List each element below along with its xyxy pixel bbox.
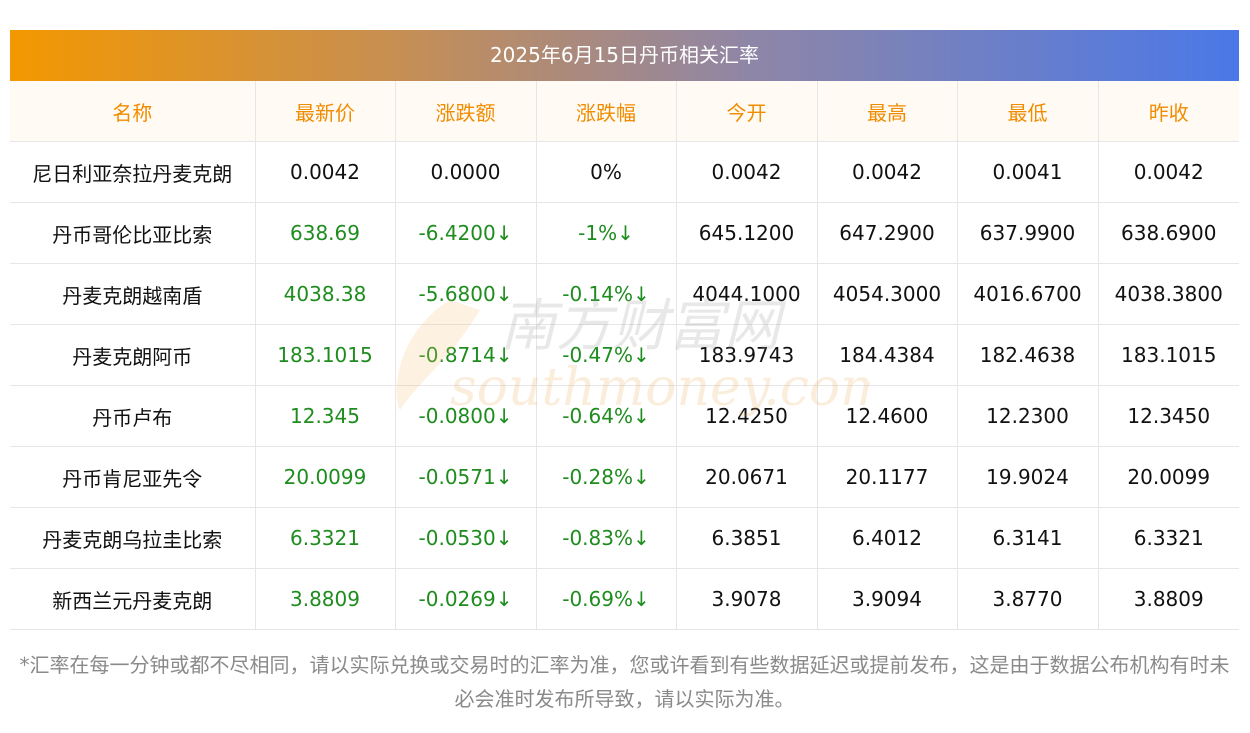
cell-pct: -1%↓ [536,202,677,264]
col-header-low: 最低 [957,81,1099,142]
cell-open: 3.9078 [676,568,818,630]
cell-open: 12.4250 [676,385,818,447]
table-row: 丹币卢布 12.345 -0.0800↓ -0.64%↓ 12.4250 12.4600 1… [10,385,1239,447]
cell-change: -0.0530↓ [395,507,537,569]
table-row: 丹麦克朗阿币 183.1015 -0.8714↓ -0.47%↓ 183.9743 184… [10,324,1239,386]
table-row: 丹麦克朗乌拉圭比索 6.3321 -0.0530↓ -0.83%↓ 6.3851 6.40… [10,507,1239,569]
cell-low: 3.8770 [957,568,1099,630]
col-header-prev: 昨收 [1098,81,1239,142]
cell-pct: 0% [536,141,677,203]
cell-low: 19.9024 [957,446,1099,508]
cell-latest: 6.3321 [255,507,396,569]
cell-prev: 6.3321 [1098,507,1239,569]
cell-high: 20.1177 [817,446,958,508]
cell-low: 6.3141 [957,507,1099,569]
col-header-name: 名称 [10,81,256,142]
col-header-change: 涨跌额 [395,81,537,142]
cell-high: 3.9094 [817,568,958,630]
cell-change: -0.0571↓ [395,446,537,508]
table-row: 新西兰元丹麦克朗 3.8809 -0.0269↓ -0.69%↓ 3.9078 3.909… [10,568,1239,630]
cell-name: 丹麦克朗乌拉圭比索 [10,507,256,569]
cell-change: -0.8714↓ [395,324,537,386]
cell-high: 6.4012 [817,507,958,569]
cell-low: 12.2300 [957,385,1099,447]
footnote: *汇率在每一分钟或都不尽相同，请以实际兑换或交易时的汇率为准，您或许看到有些数据… [19,653,1230,711]
rates-panel: 2025年6月15日丹币相关汇率 名称 最新价 涨跌额 涨跌幅 今开 最高 最低… [10,30,1239,630]
cell-high: 0.0042 [817,141,958,203]
cell-low: 0.0041 [957,141,1099,203]
cell-prev: 0.0042 [1098,141,1239,203]
cell-open: 183.9743 [676,324,818,386]
cell-prev: 12.3450 [1098,385,1239,447]
table-row: 尼日利亚奈拉丹麦克朗 0.0042 0.0000 0% 0.0042 0.0042 0.00… [10,141,1239,203]
cell-open: 0.0042 [676,141,818,203]
cell-pct: -0.69%↓ [536,568,677,630]
cell-low: 637.9900 [957,202,1099,264]
cell-change: -6.4200↓ [395,202,537,264]
cell-prev: 183.1015 [1098,324,1239,386]
cell-pct: -0.47%↓ [536,324,677,386]
col-header-pct: 涨跌幅 [536,81,677,142]
cell-low: 4016.6700 [957,263,1099,325]
cell-change: -0.0269↓ [395,568,537,630]
cell-low: 182.4638 [957,324,1099,386]
cell-change: -0.0800↓ [395,385,537,447]
cell-open: 4044.1000 [676,263,818,325]
cell-prev: 20.0099 [1098,446,1239,508]
rates-table: 名称 最新价 涨跌额 涨跌幅 今开 最高 最低 昨收 尼日利亚奈拉丹麦克朗 0.0… [10,81,1239,630]
cell-pct: -0.64%↓ [536,385,677,447]
cell-high: 4054.3000 [817,263,958,325]
cell-prev: 4038.3800 [1098,263,1239,325]
cell-latest: 12.345 [255,385,396,447]
cell-name: 丹币卢布 [10,385,256,447]
cell-high: 647.2900 [817,202,958,264]
cell-open: 645.1200 [676,202,818,264]
cell-high: 12.4600 [817,385,958,447]
cell-pct: -0.14%↓ [536,263,677,325]
cell-name: 尼日利亚奈拉丹麦克朗 [10,141,256,203]
cell-latest: 638.69 [255,202,396,264]
cell-name: 丹币哥伦比亚比索 [10,202,256,264]
cell-name: 新西兰元丹麦克朗 [10,568,256,630]
cell-latest: 183.1015 [255,324,396,386]
cell-change: -5.6800↓ [395,263,537,325]
cell-name: 丹麦克朗阿币 [10,324,256,386]
cell-high: 184.4384 [817,324,958,386]
col-header-open: 今开 [676,81,818,142]
cell-latest: 20.0099 [255,446,396,508]
cell-latest: 3.8809 [255,568,396,630]
table-row: 丹币肯尼亚先令 20.0099 -0.0571↓ -0.28%↓ 20.0671 20.1… [10,446,1239,508]
cell-name: 丹币肯尼亚先令 [10,446,256,508]
cell-name: 丹麦克朗越南盾 [10,263,256,325]
cell-open: 6.3851 [676,507,818,569]
col-header-high: 最高 [817,81,958,142]
cell-prev: 3.8809 [1098,568,1239,630]
table-row: 丹币哥伦比亚比索 638.69 -6.4200↓ -1%↓ 645.1200 647.29… [10,202,1239,264]
table-title: 2025年6月15日丹币相关汇率 [10,30,1239,81]
cell-pct: -0.83%↓ [536,507,677,569]
cell-prev: 638.6900 [1098,202,1239,264]
header-row: 名称 最新价 涨跌额 涨跌幅 今开 最高 最低 昨收 [10,81,1239,142]
table-row: 丹麦克朗越南盾 4038.38 -5.6800↓ -0.14%↓ 4044.1000 40… [10,263,1239,325]
cell-pct: -0.28%↓ [536,446,677,508]
cell-open: 20.0671 [676,446,818,508]
cell-latest: 0.0042 [255,141,396,203]
cell-change: 0.0000 [395,141,537,203]
cell-latest: 4038.38 [255,263,396,325]
col-header-latest: 最新价 [255,81,396,142]
